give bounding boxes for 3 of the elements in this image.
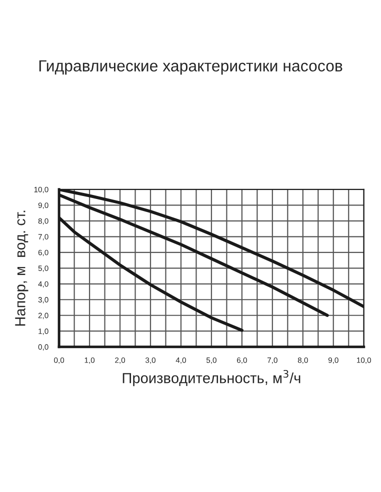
- x-axis-title: Производительность, м$^{3}$/ч: [122, 370, 300, 386]
- y-axis-title: Напор, м вод. ст.: [15, 210, 28, 326]
- chart-title: Гидравлические характеристики насосов: [39, 60, 342, 75]
